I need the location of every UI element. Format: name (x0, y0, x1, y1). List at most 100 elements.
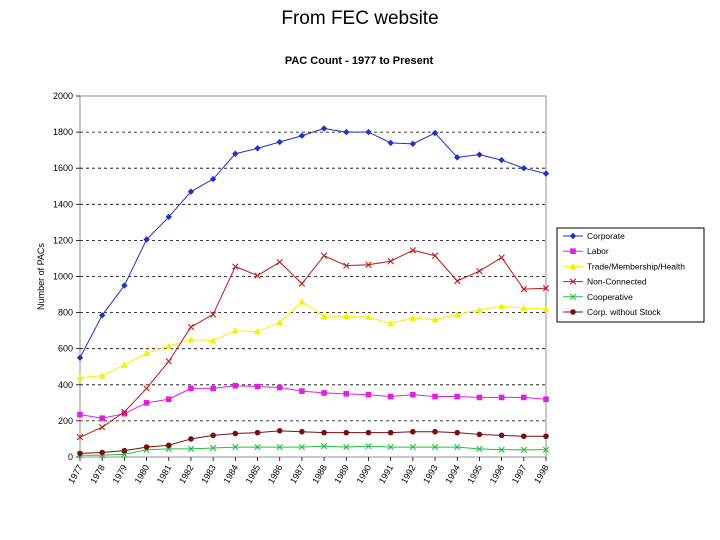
y-tick-label: 200 (58, 416, 73, 426)
data-point-corp-without-stock (143, 444, 150, 450)
legend-marker-cooperative (569, 293, 577, 300)
data-point-labor (521, 394, 527, 401)
data-point-corp-without-stock (343, 429, 350, 436)
data-point-corporate (276, 138, 283, 146)
y-tick-label: 1000 (53, 272, 73, 282)
data-point-cooperative (365, 442, 372, 450)
legend-marker-corp-without-stock (570, 309, 576, 315)
data-point-corporate (209, 175, 217, 183)
x-tick-label: 1991 (377, 463, 396, 485)
series-line-corp-without-stock (79, 430, 546, 454)
data-point-trade-membership-health (165, 342, 173, 349)
data-point-trade-membership-health (520, 304, 528, 311)
data-point-non-connected (187, 323, 195, 331)
data-point-corporate (98, 312, 106, 319)
legend-label-corp-without-stock: Corp. without Stock (587, 307, 661, 317)
data-point-trade-membership-health (187, 336, 195, 343)
data-point-cooperative (320, 442, 328, 450)
data-point-corporate (343, 128, 350, 136)
x-tick-label: 1985 (244, 463, 263, 485)
data-point-non-connected (365, 261, 372, 268)
y-tick-label: 2000 (53, 91, 73, 101)
x-tick-label: 1992 (399, 463, 418, 485)
data-point-non-connected (454, 277, 461, 285)
data-point-trade-membership-health (342, 312, 350, 320)
data-point-cooperative (454, 443, 461, 451)
data-point-corporate (320, 125, 328, 132)
legend-label-non-connected: Non-Connected (587, 277, 647, 287)
data-point-non-connected (520, 285, 527, 293)
y-tick-label: 1200 (53, 235, 73, 245)
series-corporate (76, 125, 550, 361)
data-point-labor (143, 400, 150, 406)
data-point-labor (276, 384, 283, 391)
legend-marker-corporate (569, 232, 577, 240)
legend-box (556, 227, 705, 323)
data-point-cooperative (387, 443, 394, 451)
x-tick-label: 1984 (221, 463, 240, 485)
data-point-labor (254, 383, 261, 390)
data-point-non-connected (76, 433, 84, 441)
data-point-labor (365, 391, 372, 398)
data-point-corporate (409, 140, 417, 148)
data-point-trade-membership-health (542, 305, 550, 312)
data-point-corporate (254, 145, 261, 152)
data-point-corporate (143, 236, 150, 243)
data-point-corporate (365, 128, 372, 136)
series-corp-without-stock (77, 428, 549, 457)
data-point-trade-membership-health (76, 374, 84, 381)
chart-title: PAC Count - 1977 to Present (285, 55, 434, 67)
data-point-non-connected (99, 424, 106, 431)
data-point-non-connected (498, 254, 505, 261)
data-point-trade-membership-health (143, 349, 150, 357)
data-point-corp-without-stock (498, 432, 505, 439)
data-point-corp-without-stock (387, 429, 394, 436)
data-point-corp-without-stock (232, 430, 239, 437)
data-point-corp-without-stock (365, 429, 372, 436)
series-line-non-connected (79, 249, 547, 438)
y-axis-ticks: 0 200 400 600 800 1000 1200 1400 1600 1800 2000 (53, 91, 80, 462)
data-point-corp-without-stock (454, 429, 461, 436)
data-point-cooperative (520, 446, 527, 453)
y-tick-label: 400 (58, 380, 73, 390)
data-point-trade-membership-health (498, 302, 506, 310)
legend-label-labor: Labor (587, 246, 609, 256)
data-point-non-connected (232, 263, 239, 270)
data-point-trade-membership-health (254, 328, 261, 335)
data-point-corp-without-stock (321, 429, 327, 436)
data-point-labor (77, 411, 83, 418)
data-point-cooperative (187, 445, 195, 453)
y-tick-label: 600 (58, 344, 73, 354)
data-point-non-connected (209, 311, 217, 318)
data-point-corporate (498, 156, 505, 164)
data-point-non-connected (165, 358, 172, 365)
data-point-trade-membership-health (120, 361, 128, 368)
data-point-cooperative (498, 446, 505, 453)
data-point-corporate (454, 154, 461, 161)
data-point-corp-without-stock (165, 442, 172, 449)
x-tick-label: 1988 (310, 463, 329, 485)
data-point-corp-without-stock (276, 428, 283, 434)
data-point-trade-membership-health (409, 314, 417, 321)
data-point-trade-membership-health (98, 372, 106, 379)
legend: Corporate Labor Trade/Membership/Health Non… (556, 227, 705, 323)
data-point-labor (299, 388, 305, 394)
x-tick-label: 1995 (465, 463, 484, 485)
data-point-corporate (121, 282, 128, 289)
data-point-corp-without-stock (77, 450, 83, 457)
data-point-corporate (165, 213, 172, 221)
data-point-cooperative (254, 443, 261, 451)
y-tick-label: 800 (58, 308, 73, 318)
data-point-labor (99, 415, 105, 421)
data-point-labor (188, 385, 194, 392)
y-tick-label: 1600 (53, 163, 73, 173)
data-point-non-connected (431, 252, 439, 259)
x-tick-label: 1978 (88, 463, 107, 485)
data-point-cooperative (298, 443, 306, 451)
x-tick-label: 1996 (488, 463, 507, 485)
data-point-corporate (520, 165, 528, 172)
x-tick-label: 1982 (177, 463, 196, 485)
data-point-trade-membership-health (298, 298, 306, 305)
data-point-corporate (232, 150, 239, 157)
legend-label-trade-membership-health: Trade/Membership/Health (587, 261, 685, 271)
